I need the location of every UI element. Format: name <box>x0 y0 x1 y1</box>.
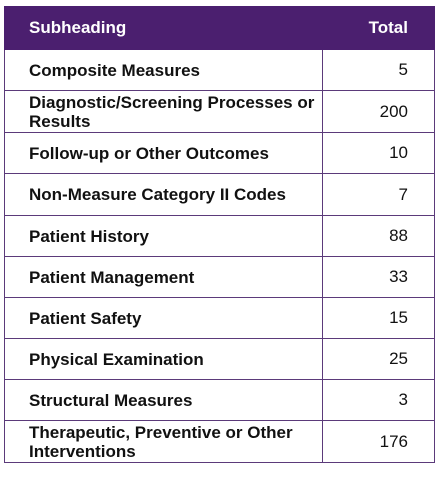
row-subheading: Structural Measures <box>4 379 323 421</box>
table-row: Follow-up or Other Outcomes 10 <box>4 132 435 174</box>
row-total: 7 <box>322 173 435 216</box>
table-row: Composite Measures 5 <box>4 49 435 91</box>
subheading-totals-table: Subheading Total Composite Measures 5 Di… <box>4 6 435 463</box>
row-subheading: Therapeutic, Preventive or Other Interve… <box>4 420 323 463</box>
subheading-totals-table-container: Subheading Total Composite Measures 5 Di… <box>4 6 435 463</box>
table-header-row: Subheading Total <box>4 6 435 50</box>
row-subheading: Patient Safety <box>4 297 323 339</box>
row-subheading: Physical Examination <box>4 338 323 380</box>
row-subheading: Patient History <box>4 215 323 257</box>
row-total: 33 <box>322 256 435 298</box>
table-row: Patient Management 33 <box>4 256 435 298</box>
row-total: 176 <box>322 420 435 463</box>
row-total: 15 <box>322 297 435 339</box>
table-row: Diagnostic/Screening Processes or Result… <box>4 90 435 133</box>
row-subheading: Diagnostic/Screening Processes or Result… <box>4 90 323 133</box>
row-total: 10 <box>322 132 435 174</box>
row-subheading: Composite Measures <box>4 49 323 91</box>
row-total: 88 <box>322 215 435 257</box>
table-row: Structural Measures 3 <box>4 379 435 421</box>
table-row: Therapeutic, Preventive or Other Interve… <box>4 420 435 463</box>
row-subheading: Patient Management <box>4 256 323 298</box>
row-subheading: Follow-up or Other Outcomes <box>4 132 323 174</box>
header-total: Total <box>322 6 435 50</box>
table-row: Patient History 88 <box>4 215 435 257</box>
row-total: 5 <box>322 49 435 91</box>
table-row: Patient Safety 15 <box>4 297 435 339</box>
row-subheading: Non-Measure Category II Codes <box>4 173 323 216</box>
table-row: Physical Examination 25 <box>4 338 435 380</box>
table-row: Non-Measure Category II Codes 7 <box>4 173 435 216</box>
row-total: 200 <box>322 90 435 133</box>
header-subheading: Subheading <box>4 6 323 50</box>
row-total: 3 <box>322 379 435 421</box>
row-total: 25 <box>322 338 435 380</box>
